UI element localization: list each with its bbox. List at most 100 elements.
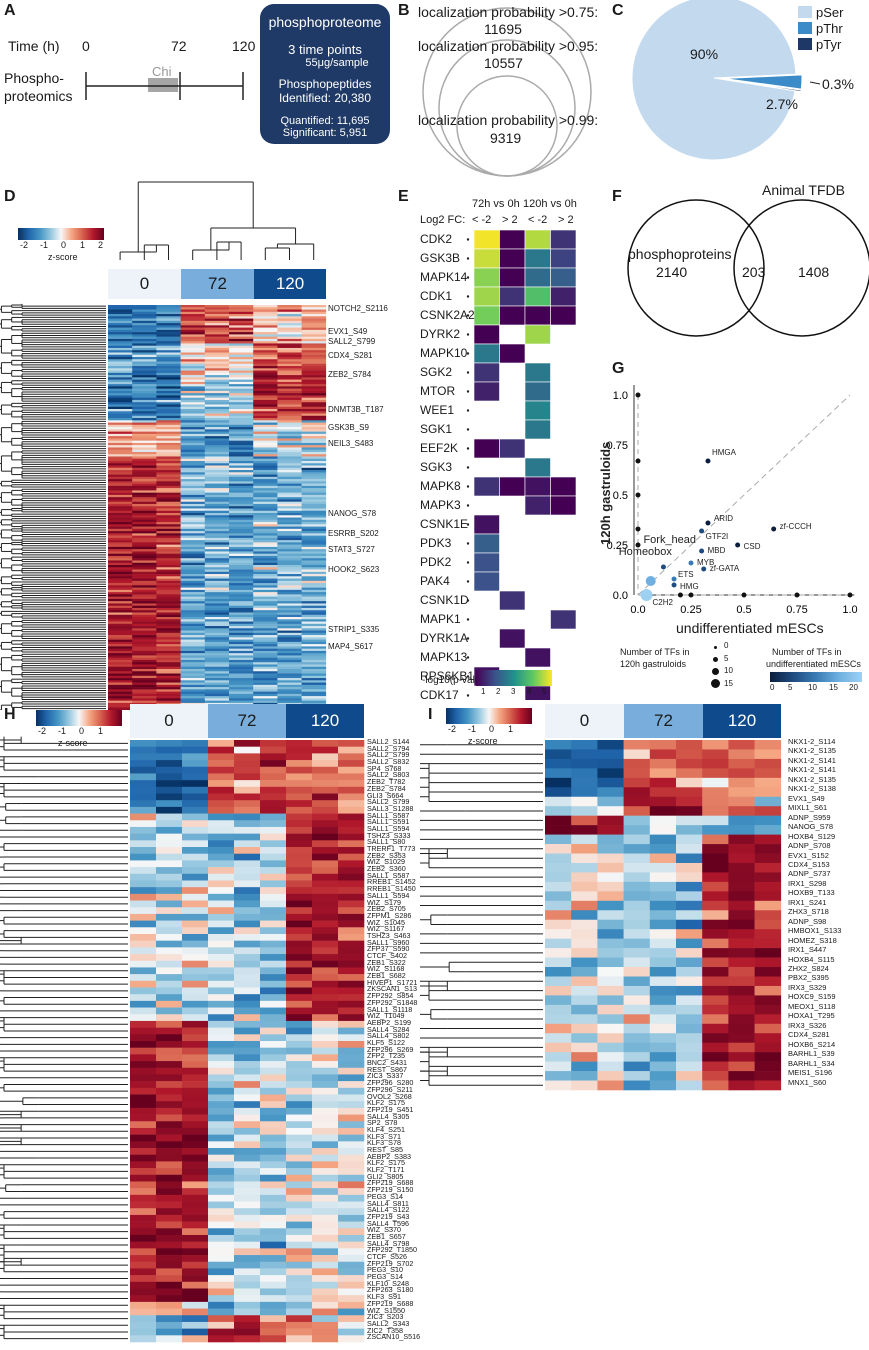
d-heat-cell [204,646,230,649]
h-heat-cell [182,920,209,928]
d-heat-cell [180,354,206,358]
d-heat-cell [132,684,157,688]
d-heat-cell [204,384,230,387]
d-heat-cell [229,562,254,566]
d-heat-cell [229,372,254,376]
h-heat-cell [156,947,183,955]
h-heat-cell [286,940,313,948]
d-heat-cell [156,490,181,493]
d-heat-cell [156,542,181,545]
h-heat-cell [130,813,157,821]
h-heat-cell [260,1288,287,1296]
d-heat-cell [108,494,133,498]
h-heat-cell [312,847,339,855]
d-heat-cell [156,390,181,394]
d-heat-cell [253,320,278,324]
h-heat-cell [286,960,313,968]
d-heat-cell [180,472,206,475]
d-heat-cell [229,628,254,631]
d-heat-cell [229,327,254,331]
h-row-label: RREB1_S1452 [367,877,416,887]
h-heat-cell [156,987,183,995]
d-heat-cell [204,678,230,681]
h-heat-cell [286,780,313,788]
d-heat-cell [229,639,254,643]
d-heat-cell [180,377,206,380]
d-heat-cell [253,329,278,333]
pie-label-pthr: 2.7% [766,96,798,112]
i-row-label: ZHX3_S718 [788,907,829,917]
i-heat-cell [597,929,624,939]
d-heat-cell [180,402,206,405]
d-heat-cell [108,533,133,536]
d-heat-cell [301,483,327,487]
d-heat-cell [277,345,302,349]
i-heat-cell [728,749,755,760]
h-heat-cell [130,927,157,935]
d-heat-cell [253,515,278,518]
d-heat-cell [156,440,181,444]
h-heat-cell [208,1228,235,1236]
d-heat-cell [301,508,327,512]
d-heat-cell [132,381,157,385]
i-heat-cell [649,758,677,769]
i-heat-cell [676,891,703,902]
h-heat-cell [234,1201,261,1209]
d-heat-cell [132,451,157,455]
d-heat-cell [180,555,206,559]
d-heat-cell [277,494,302,498]
h-heat-cell [338,1241,365,1249]
h-group-120: 120 [286,704,364,738]
d-heat-cell [204,483,230,487]
d-heat-cell [229,451,254,455]
d-heat-cell [132,510,157,514]
i-heat-cell [754,796,782,807]
h-heat-cell [234,1221,261,1229]
d-heat-cell [277,395,302,398]
d-heat-cell [108,341,133,344]
h-heat-cell [338,1214,365,1222]
d-heat-cell [108,314,133,317]
d-heat-cell [132,327,157,331]
h-heat-cell [130,847,157,855]
i-heat-cell [545,1080,572,1091]
d-heat-cell [229,678,254,681]
i-heat-cell [649,1033,677,1044]
h-heat-cell [286,1087,313,1095]
h-heat-cell [286,1034,313,1042]
h-heat-cell [234,954,261,962]
h-heat-cell [234,1268,261,1276]
d-heat-cell [156,535,181,539]
d-heat-cell [277,458,302,462]
time-tick-0: 0 [82,38,90,54]
d-heat-cell [253,580,278,584]
d-heat-cell [132,596,157,600]
d-heat-cell [180,680,206,683]
d-heat-cell [277,436,302,439]
d-heat-cell [277,626,302,629]
d-heat-cell [253,687,278,690]
d-heat-cell [277,370,302,374]
d-heat-cell [253,528,278,532]
d-heat-cell [204,314,230,317]
d-heat-cell [180,370,206,374]
d-heat-cell [132,357,157,360]
d-group-120: 120 [254,269,326,299]
d-heat-cell [204,506,230,509]
d-heat-cell [253,673,278,677]
h-heat-cell [338,786,365,794]
d-heat-cell [180,503,206,507]
d-heat-cell [204,542,230,545]
i-heat-cell [571,900,598,911]
h-heat-cell [156,960,183,968]
h-heat-cell [312,800,339,808]
time-tick-120: 120 [232,38,256,54]
d-heat-cell [253,375,278,378]
d-heat-cell [253,316,278,319]
i-heat-cell [597,862,624,873]
h-heat-cell [286,1121,313,1129]
h-heat-cell [338,840,365,848]
g-legend1: 0 5 10 15 [710,641,750,694]
h-heat-cell [260,1201,287,1209]
d-heat-cell [132,578,157,582]
